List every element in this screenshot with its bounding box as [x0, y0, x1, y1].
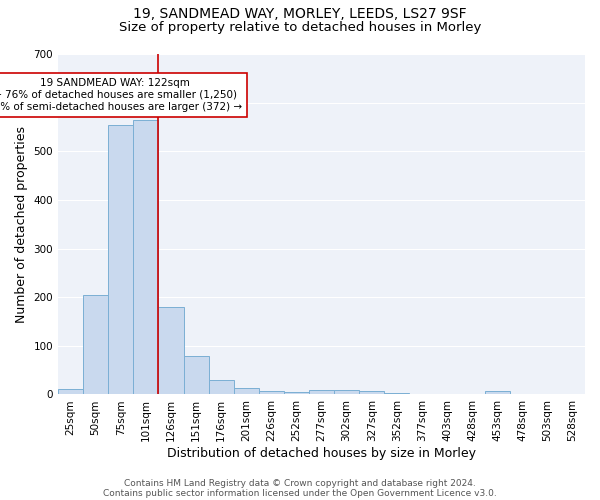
Bar	[133, 120, 158, 394]
Bar	[359, 390, 384, 394]
Bar	[284, 392, 309, 394]
Bar	[58, 388, 83, 394]
Bar	[209, 380, 233, 394]
Text: Contains public sector information licensed under the Open Government Licence v3: Contains public sector information licen…	[103, 488, 497, 498]
Bar	[485, 391, 510, 394]
Bar	[334, 390, 359, 394]
Bar	[384, 392, 409, 394]
Bar	[83, 295, 108, 394]
Y-axis label: Number of detached properties: Number of detached properties	[15, 126, 28, 322]
Bar	[233, 388, 259, 394]
Bar	[158, 307, 184, 394]
Bar	[309, 390, 334, 394]
Bar	[259, 390, 284, 394]
X-axis label: Distribution of detached houses by size in Morley: Distribution of detached houses by size …	[167, 447, 476, 460]
Text: 19 SANDMEAD WAY: 122sqm
← 76% of detached houses are smaller (1,250)
23% of semi: 19 SANDMEAD WAY: 122sqm ← 76% of detache…	[0, 78, 242, 112]
Bar	[184, 356, 209, 395]
Text: Size of property relative to detached houses in Morley: Size of property relative to detached ho…	[119, 21, 481, 34]
Text: Contains HM Land Registry data © Crown copyright and database right 2024.: Contains HM Land Registry data © Crown c…	[124, 478, 476, 488]
Bar	[108, 124, 133, 394]
Text: 19, SANDMEAD WAY, MORLEY, LEEDS, LS27 9SF: 19, SANDMEAD WAY, MORLEY, LEEDS, LS27 9S…	[133, 8, 467, 22]
